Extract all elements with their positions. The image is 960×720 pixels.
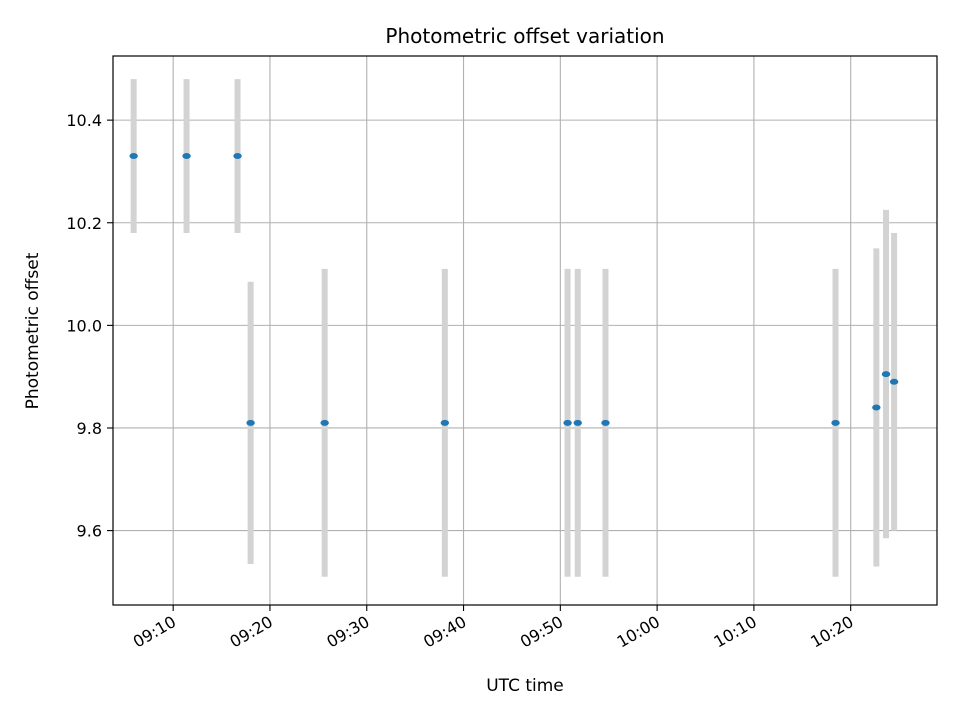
data-point xyxy=(889,378,899,385)
data-point xyxy=(881,371,891,378)
y-tick-label: 10.2 xyxy=(66,214,102,233)
data-point xyxy=(440,419,450,426)
data-point xyxy=(246,419,255,426)
y-axis-ticks: 9.6 9.8 10.0 10.2 10.4 xyxy=(66,111,113,541)
data-points xyxy=(129,153,899,426)
data-point xyxy=(872,404,881,411)
data-point xyxy=(233,153,242,160)
y-tick-label: 9.6 xyxy=(77,522,102,541)
data-point xyxy=(563,419,572,426)
data-point xyxy=(182,153,191,160)
y-tick-label: 10.4 xyxy=(66,111,102,130)
chart-title: Photometric offset variation xyxy=(385,24,664,48)
y-tick-label: 9.8 xyxy=(77,419,102,438)
data-point xyxy=(320,419,329,426)
data-point xyxy=(129,153,138,160)
y-axis-label: Photometric offset xyxy=(23,252,43,409)
data-point xyxy=(573,419,582,426)
data-point xyxy=(601,419,610,426)
x-axis-label: UTC time xyxy=(486,676,564,696)
data-point xyxy=(831,419,840,426)
y-tick-label: 10.0 xyxy=(66,316,102,335)
plot-frame xyxy=(112,55,938,606)
